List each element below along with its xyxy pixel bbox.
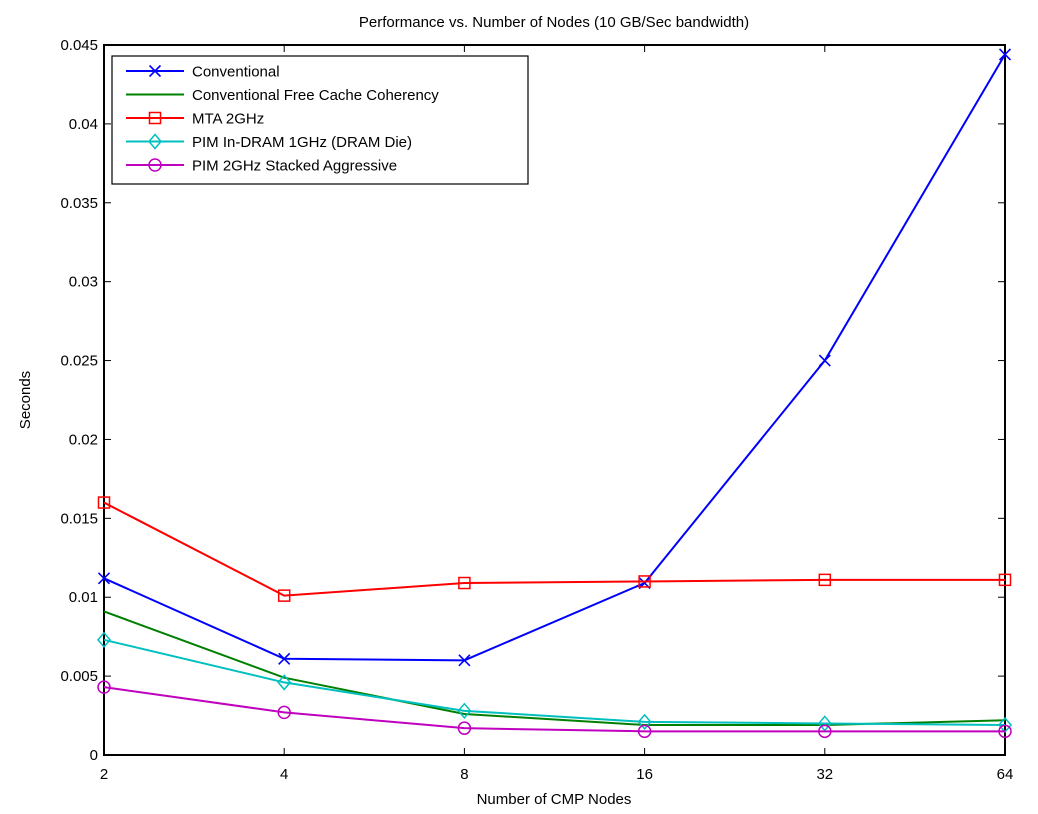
legend-item: Conventional bbox=[126, 64, 280, 81]
y-tick-label: 0 bbox=[90, 747, 98, 764]
x-tick-label: 16 bbox=[636, 766, 653, 783]
series-conventional bbox=[97, 48, 1012, 667]
legend-item: PIM In-DRAM 1GHz (DRAM Die) bbox=[126, 133, 412, 151]
y-tick-label: 0.04 bbox=[69, 116, 98, 133]
x-tick-label: 2 bbox=[100, 766, 108, 783]
legend-label: PIM 2GHz Stacked Aggressive bbox=[192, 158, 397, 175]
y-tick-label: 0.045 bbox=[60, 37, 98, 54]
y-tick-label: 0.005 bbox=[60, 668, 98, 685]
y-axis-label: Seconds bbox=[17, 371, 34, 429]
x-tick-label: 64 bbox=[997, 766, 1014, 783]
y-tick-label: 0.015 bbox=[60, 510, 98, 527]
x-tick-label: 32 bbox=[816, 766, 833, 783]
series-pim-2ghz-stacked-aggressive bbox=[97, 680, 1012, 739]
legend-item: MTA 2GHz bbox=[126, 111, 264, 128]
legend-item: Conventional Free Cache Coherency bbox=[126, 87, 439, 104]
y-tick-label: 0.03 bbox=[69, 274, 98, 291]
x-tick-label: 4 bbox=[280, 766, 288, 783]
legend-label: MTA 2GHz bbox=[192, 111, 264, 128]
legend-item: PIM 2GHz Stacked Aggressive bbox=[126, 158, 397, 175]
legend-label: PIM In-DRAM 1GHz (DRAM Die) bbox=[192, 134, 412, 151]
x-axis-label: Number of CMP Nodes bbox=[477, 791, 632, 808]
series-mta-2ghz bbox=[97, 496, 1012, 602]
legend: Conventional Conventional Free Cache Cohe… bbox=[111, 55, 529, 185]
y-tick-label: 0.025 bbox=[60, 353, 98, 370]
legend-label: Conventional Free Cache Coherency bbox=[192, 87, 439, 104]
y-tick-label: 0.035 bbox=[60, 195, 98, 212]
x-axis: 2 4 8 16 32 64 bbox=[100, 45, 1014, 783]
chart-title: Performance vs. Number of Nodes (10 GB/S… bbox=[359, 14, 749, 31]
y-tick-label: 0.02 bbox=[69, 431, 98, 448]
series-layer bbox=[97, 48, 1012, 739]
legend-label: Conventional bbox=[192, 64, 280, 81]
series-pim-in-dram-1ghz-dram-die bbox=[97, 631, 1012, 734]
y-axis: 0 0.005 0.01 0.015 0.02 0.025 0.03 0.035 0.04 0.0… bbox=[60, 37, 1005, 764]
x-tick-label: 8 bbox=[460, 766, 468, 783]
y-tick-label: 0.01 bbox=[69, 589, 98, 606]
